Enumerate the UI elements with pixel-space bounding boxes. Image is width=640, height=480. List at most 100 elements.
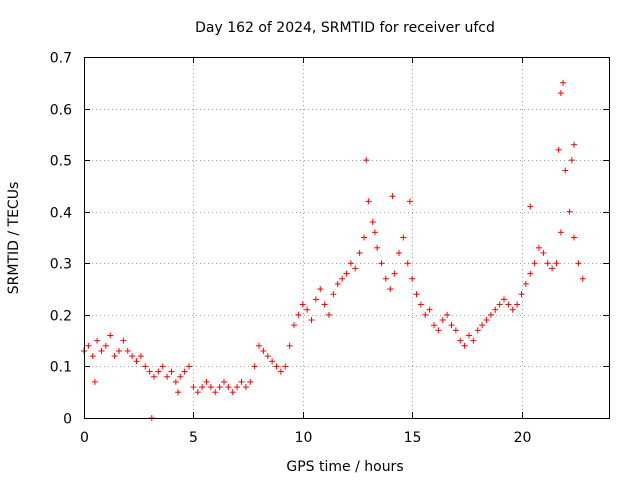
plot-frame (84, 57, 610, 419)
data-point (527, 270, 534, 277)
tick-labels: 0 5 10 15 20 0 0.1 0.2 0.3 0.4 0.5 0.6 0.7 (50, 51, 609, 446)
data-point (553, 260, 560, 267)
data-point (389, 193, 396, 200)
data-point (299, 301, 306, 308)
data-point (391, 270, 398, 277)
data-point (417, 301, 424, 308)
data-point (361, 234, 367, 241)
data-point (155, 368, 162, 375)
data-point (194, 389, 201, 396)
data-point (264, 353, 271, 360)
data-point (413, 291, 420, 298)
data-point (91, 378, 98, 385)
y-tick-label: 0.2 (50, 309, 72, 325)
data-point (431, 322, 437, 329)
data-point (172, 378, 179, 385)
data-point (111, 353, 118, 360)
y-tick-label: 0.7 (50, 51, 72, 67)
data-point (562, 167, 569, 174)
data-point (560, 79, 567, 86)
data-point (175, 389, 182, 396)
data-point (89, 353, 96, 360)
data-point (501, 296, 507, 303)
data-point (466, 332, 472, 339)
data-point (557, 90, 564, 97)
data-point (203, 378, 210, 385)
y-tick-label: 0 (63, 412, 72, 428)
data-point (536, 244, 542, 251)
data-point (142, 363, 149, 370)
data-point (356, 249, 363, 256)
data-point (317, 286, 324, 293)
data-point (439, 317, 446, 324)
data-point (531, 260, 538, 267)
data-point (470, 337, 477, 344)
data-point (273, 363, 280, 370)
data-point (291, 322, 297, 329)
data-point (216, 384, 223, 391)
data-point (102, 342, 109, 349)
data-point (242, 384, 249, 391)
data-point (487, 311, 494, 318)
data-point (260, 347, 267, 354)
y-tick-label: 0.1 (50, 360, 72, 376)
data-point (505, 301, 512, 308)
data-point (94, 337, 101, 344)
x-tick-label: 15 (404, 430, 422, 446)
data-point (120, 337, 127, 344)
data-point (98, 347, 105, 354)
data-point (286, 342, 293, 349)
data-point (426, 306, 433, 313)
data-point (522, 280, 529, 287)
data-point (251, 363, 258, 370)
data-point (555, 146, 562, 153)
data-point (124, 347, 131, 354)
data-point (448, 322, 455, 329)
data-point (404, 260, 411, 267)
data-point (527, 203, 534, 210)
data-point (269, 358, 276, 365)
data-point (137, 353, 144, 360)
data-point (540, 249, 547, 256)
x-tick-label: 0 (80, 430, 89, 446)
data-point (277, 368, 284, 375)
data-point (378, 260, 385, 267)
y-tick-label: 0.3 (50, 257, 72, 273)
data-point (330, 291, 337, 298)
x-tick-label: 10 (295, 430, 313, 446)
data-point (369, 219, 376, 226)
data-point (168, 368, 175, 375)
data-point (234, 384, 241, 391)
data-point (116, 347, 122, 354)
data-point (177, 373, 184, 380)
data-point (444, 311, 451, 318)
data-point (363, 157, 370, 164)
data-point (479, 322, 486, 329)
data-point (352, 265, 359, 272)
data-point (312, 296, 319, 303)
data-point (382, 275, 389, 282)
data-point (452, 327, 459, 334)
data-point (225, 384, 232, 391)
x-axis-label: GPS time / hours (286, 459, 403, 475)
data-point (571, 234, 577, 241)
data-point (461, 342, 468, 349)
data-point (568, 157, 575, 164)
data-point (199, 384, 206, 391)
data-point (571, 141, 577, 148)
data-point (474, 327, 481, 334)
data-point (308, 317, 315, 324)
data-point (282, 363, 289, 370)
data-point (256, 342, 262, 349)
data-point (557, 229, 564, 236)
data-point (247, 378, 254, 385)
y-tick-label: 0.6 (50, 103, 72, 119)
data-point (107, 332, 114, 339)
data-point (326, 311, 332, 318)
data-point (387, 286, 394, 293)
data-point (371, 229, 378, 236)
data-point (151, 373, 157, 380)
axes (84, 57, 610, 419)
grid (84, 57, 609, 418)
data-point (492, 306, 499, 313)
